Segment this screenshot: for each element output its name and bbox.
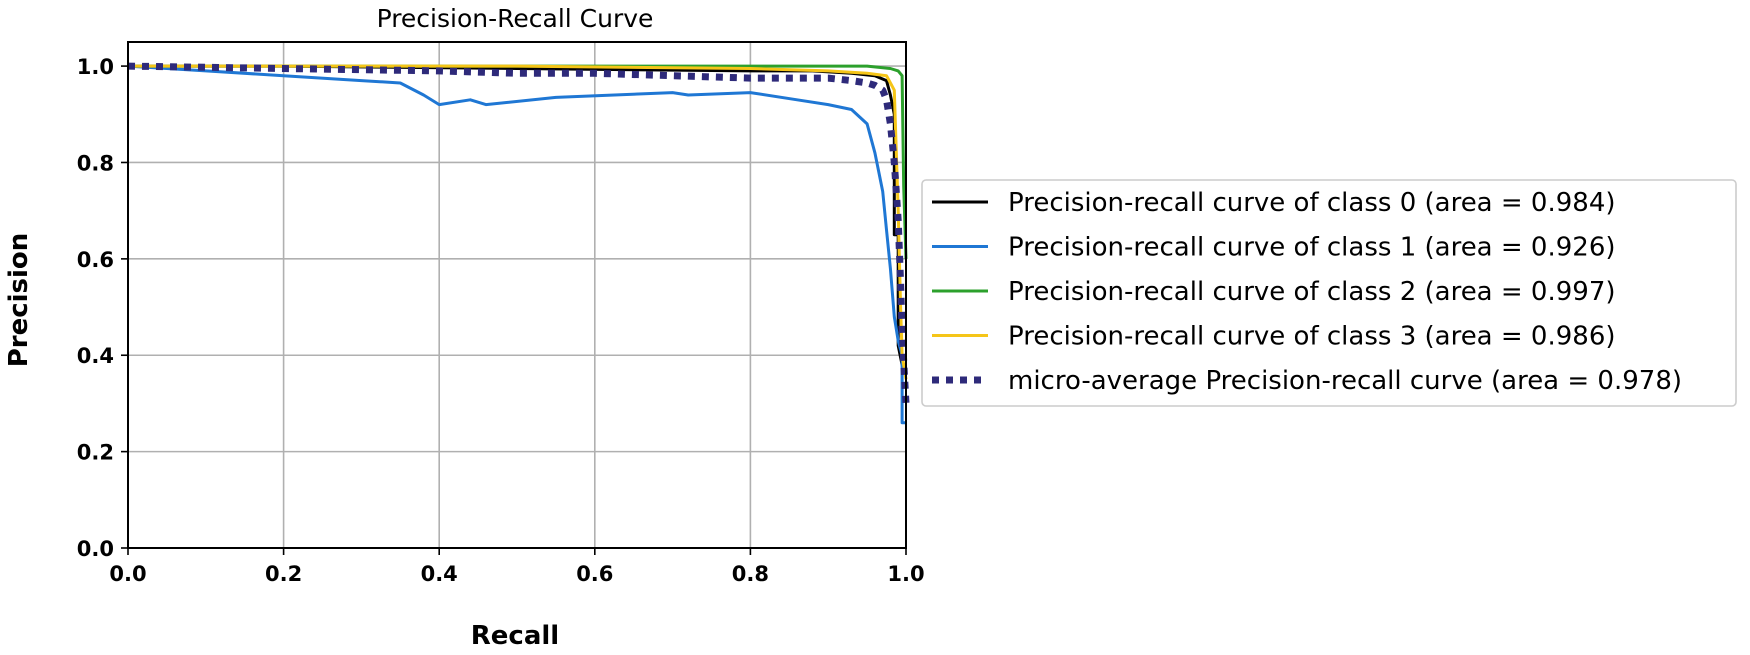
x-tick-label: 0.2: [265, 562, 302, 586]
y-tick-label: 0.2: [77, 441, 114, 465]
y-tick-label: 0.0: [77, 537, 114, 561]
legend-label-0: Precision-recall curve of class 0 (area …: [1008, 188, 1616, 218]
x-tick-label: 0.4: [421, 562, 458, 586]
y-tick-label: 0.8: [77, 151, 114, 175]
legend-label-1: Precision-recall curve of class 1 (area …: [1008, 233, 1616, 263]
series-line-1: [127, 64, 906, 425]
legend-box: [921, 179, 1737, 407]
legend-label-2: Precision-recall curve of class 2 (area …: [1008, 277, 1616, 307]
x-tick-label: 1.0: [887, 562, 924, 586]
y-axis-title: Precision: [4, 233, 34, 368]
series-line-0: [128, 64, 906, 367]
plot-frame: [127, 41, 907, 549]
grid: [127, 42, 907, 549]
chart-title: Precision-Recall Curve: [377, 4, 654, 33]
y-tick-label: 0.4: [77, 344, 114, 368]
x-axis-title: Recall: [471, 621, 559, 650]
y-tick-label: 1.0: [77, 55, 114, 79]
y-tick-label: 0.6: [77, 248, 114, 272]
series-line-4: [127, 62, 910, 404]
series-line-3: [128, 64, 908, 380]
legend-label-4: micro-average Precision-recall curve (ar…: [1008, 366, 1682, 396]
legend-label-3: Precision-recall curve of class 3 (area …: [1008, 322, 1616, 352]
series-lines: [127, 62, 910, 425]
legend: Precision-recall curve of class 0 (area …: [921, 179, 1737, 407]
x-tick-label: 0.8: [732, 562, 769, 586]
x-tick-label: 0.6: [576, 562, 613, 586]
axis-ticks: 0.0 0.2 0.4 0.6 0.8 1.0 0.0 0.2 0.4 0.6 0.8 1.0: [77, 55, 925, 586]
x-tick-label: 0.0: [109, 562, 146, 586]
